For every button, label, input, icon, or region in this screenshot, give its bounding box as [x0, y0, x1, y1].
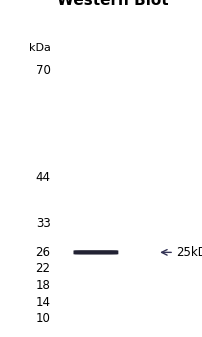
- Text: 33: 33: [36, 217, 50, 230]
- FancyBboxPatch shape: [73, 250, 118, 254]
- Text: 25kDa: 25kDa: [175, 246, 202, 259]
- Text: 26: 26: [35, 246, 50, 259]
- Text: kDa: kDa: [28, 43, 50, 53]
- Text: 70: 70: [35, 64, 50, 77]
- Text: 22: 22: [35, 263, 50, 275]
- Text: 44: 44: [35, 171, 50, 184]
- Text: 14: 14: [35, 296, 50, 309]
- Text: 10: 10: [35, 312, 50, 325]
- Text: 18: 18: [35, 279, 50, 292]
- Text: Western Blot: Western Blot: [57, 0, 168, 8]
